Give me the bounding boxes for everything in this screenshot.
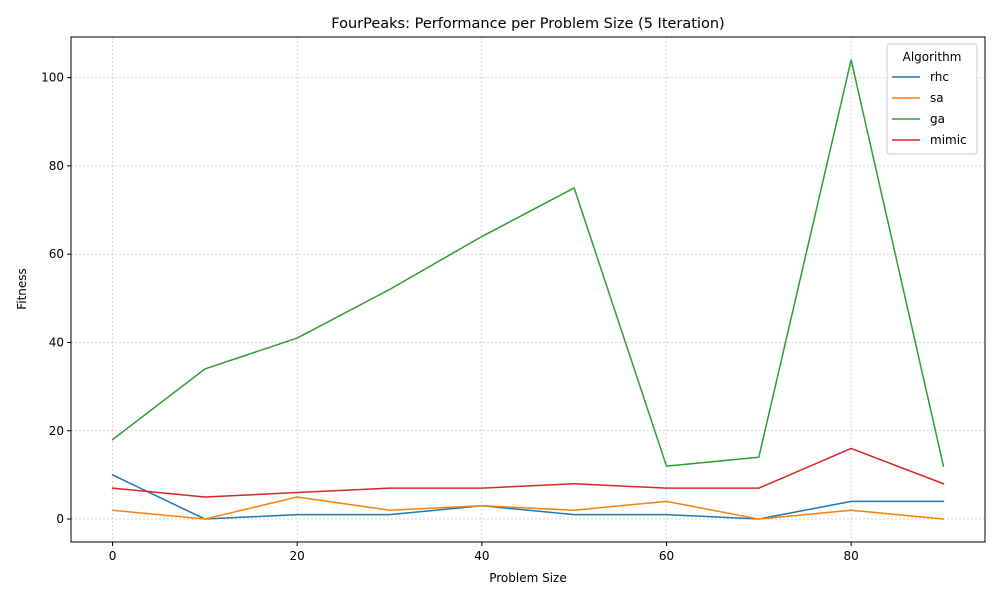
legend-label-sa: sa xyxy=(930,91,944,105)
x-tick-label: 60 xyxy=(659,549,674,563)
y-tick-label: 40 xyxy=(49,335,64,349)
series-line-sa xyxy=(111,496,945,520)
x-axis-label: Problem Size xyxy=(489,571,567,585)
y-tick-label: 100 xyxy=(41,71,64,85)
legend-label-ga: ga xyxy=(930,112,945,126)
chart-title: FourPeaks: Performance per Problem Size … xyxy=(331,16,724,32)
x-tick-label: 40 xyxy=(474,549,489,563)
x-axis-ticks: 0 20 40 60 80 xyxy=(109,542,859,563)
series-line-ga xyxy=(111,59,945,467)
legend-entries: rhc sa ga mimic xyxy=(892,70,967,147)
y-tick-label: 0 xyxy=(56,512,64,526)
series-line-mimic xyxy=(111,447,945,498)
y-axis-label: Fitness xyxy=(15,268,29,310)
plot-frame xyxy=(70,36,986,543)
series-lines xyxy=(111,59,945,520)
x-tick-label: 20 xyxy=(290,549,305,563)
legend: Algorithm rhc sa ga mimic xyxy=(886,43,978,155)
y-tick-label: 20 xyxy=(49,424,64,438)
y-axis-ticks: 0 20 40 60 80 100 xyxy=(41,71,71,526)
x-tick-label: 0 xyxy=(109,549,117,563)
y-tick-label: 80 xyxy=(49,159,64,173)
series-line-rhc xyxy=(111,473,945,520)
grid xyxy=(71,37,985,542)
legend-title: Algorithm xyxy=(903,50,962,64)
legend-label-mimic: mimic xyxy=(930,133,967,147)
y-tick-label: 60 xyxy=(49,247,64,261)
legend-box xyxy=(886,43,978,155)
x-tick-label: 80 xyxy=(843,549,858,563)
legend-label-rhc: rhc xyxy=(930,70,949,84)
